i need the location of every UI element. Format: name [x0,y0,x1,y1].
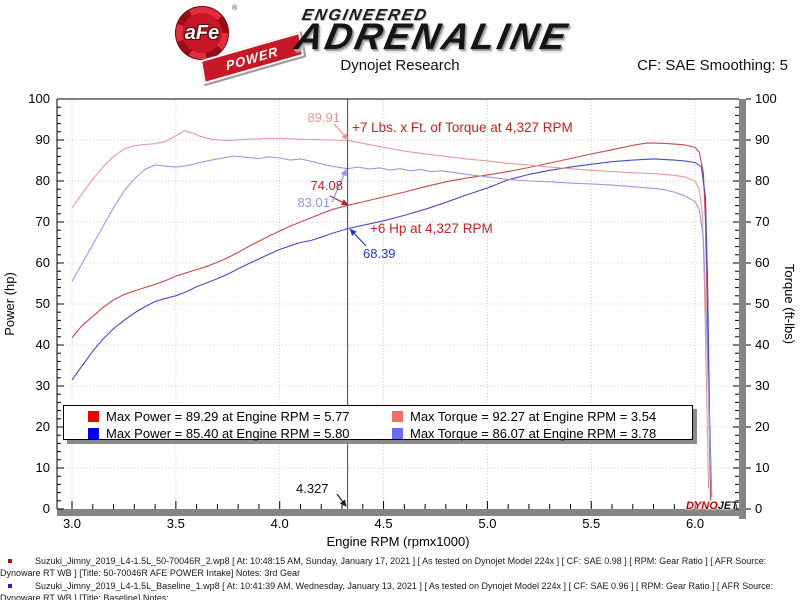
run-text: Suzuki_Jimny_2019_L4-1.5L_Baseline_1.wp8… [0,581,774,600]
y2-tick-label: 100 [755,91,777,106]
y2-tick-label: 0 [755,501,762,516]
x-tick-label: 6.0 [686,516,704,531]
cursor-rpm-value: 4.327 [296,481,329,496]
y2-tick-label: 90 [755,132,769,147]
cf-smoothing-label: CF: SAE Smoothing: 5 [637,57,788,74]
x-tick-label: 5.5 [582,516,600,531]
y2-tick-label: 30 [755,378,769,393]
afe-power-badge: aFe [175,6,229,60]
torque-gain-annotation: +7 Lbs. x Ft. of Torque at 4,327 RPM [352,120,573,135]
legend-entry-max-torque-afe: Max Torque = 92.27 at Engine RPM = 3.54 [392,408,692,424]
y2-axis-title: Torque (ft-lbs) [782,264,797,344]
y2-tick-label: 50 [755,296,769,311]
arrow-power-base [353,233,367,247]
legend-swatch-power-baseline [88,427,99,439]
x-tick-label: 3.0 [63,516,81,531]
y2-tick-label: 70 [755,214,769,229]
run-info-footer: Suzuki_Jimny_2019_L4-1.5L_50-70046R_2.wp… [0,556,798,600]
y1-tick-label: 20 [36,419,50,434]
run-bullet-baseline [8,584,12,588]
x-tick-label: 3.5 [167,516,185,531]
y2-tick-label: 20 [755,419,769,434]
legend-label: Max Power = 89.29 at Engine RPM = 5.77 [106,408,350,424]
y2-tick-label: 10 [755,460,769,475]
y1-tick-label: 10 [36,460,50,475]
y1-axis-title: Power (hp) [2,272,17,336]
y1-tick-label: 30 [36,378,50,393]
x-tick-label: 4.5 [375,516,393,531]
legend-label: Max Torque = 92.27 at Engine RPM = 3.54 [410,408,657,424]
arrow-power-base-head [349,228,357,236]
afe-brand-text: aFe [184,21,220,44]
torque-afe-curve [71,130,710,489]
x-tick-label: 5.0 [478,516,496,531]
y1-tick-label: 50 [36,296,50,311]
y1-tick-label: 80 [36,173,50,188]
power-baseline-cursor-value: 68.39 [363,246,396,261]
legend-swatch-power-afe [88,410,99,422]
arrow-power-afe [329,195,343,203]
legend-entry-max-torque-baseline: Max Torque = 86.07 at Engine RPM = 3.78 [392,425,692,441]
chart-legend: Max Power = 89.29 at Engine RPM = 5.77 M… [63,405,693,441]
y2-axis-bar [739,99,746,519]
run-info-baseline: Suzuki_Jimny_2019_L4-1.5L_Baseline_1.wp8… [0,581,798,600]
dynojet-logo-jet: JET [717,500,738,512]
legend-entry-max-power-baseline: Max Power = 85.40 at Engine RPM = 5.80 [88,425,392,441]
power-gain-annotation: +6 Hp at 4,327 RPM [370,221,493,236]
y2-tick-label: 80 [755,173,769,188]
power-afe-cursor-value: 74.08 [310,178,343,193]
arrow-cursor-rpm-head [339,499,347,507]
x-axis-bar [57,509,746,516]
arrow-cursor-rpm [336,493,343,502]
legend-label: Max Power = 85.40 at Engine RPM = 5.80 [106,425,350,441]
y1-tick-label: 40 [36,337,50,352]
arrow-torque-base [331,174,345,203]
run-bullet-afe [8,559,12,563]
y1-tick-label: 70 [36,214,50,229]
arrow-torque-afe-head [341,133,349,141]
run-text: Suzuki_Jimny_2019_L4-1.5L_50-70046R_2.wp… [0,556,767,578]
arrow-torque-afe [333,123,345,136]
y2-tick-label: 60 [755,255,769,270]
legend-swatch-torque-baseline [392,427,403,439]
arrow-power-afe-head [340,199,349,206]
legend-swatch-torque-afe [392,410,403,422]
y1-tick-label: 100 [28,91,50,106]
y1-tick-label: 60 [36,255,50,270]
adrenaline-wordmark: ADRENALINE [291,16,574,57]
run-info-afe: Suzuki_Jimny_2019_L4-1.5L_50-70046R_2.wp… [0,556,798,579]
torque-base-curve [71,155,713,497]
legend-entry-max-power-afe: Max Power = 89.29 at Engine RPM = 5.77 [88,408,392,424]
arrow-torque-base-head [340,168,347,177]
y2-tick-label: 40 [755,337,769,352]
y1-tick-label: 0 [43,501,50,516]
plot-area[interactable] [57,99,739,509]
power-afe-curve [71,142,712,501]
legend-label: Max Torque = 86.07 at Engine RPM = 3.78 [410,425,657,441]
chart-title: Dynojet Research [340,57,460,74]
y1-tick-label: 90 [36,132,50,147]
dynojet-logo-dyno: DYNO [686,500,718,512]
x-axis-title: Engine RPM (rpmx1000) [326,534,469,549]
dynojet-logo: DYNOJET [686,500,738,512]
power-base-curve [71,158,713,497]
afe-badge-inner: aFe [182,13,222,53]
torque-afe-cursor-value: 89.91 [307,110,340,125]
registered-mark: ® [232,5,238,12]
torque-baseline-cursor-value: 83.01 [297,195,330,210]
x-tick-label: 4.0 [271,516,289,531]
